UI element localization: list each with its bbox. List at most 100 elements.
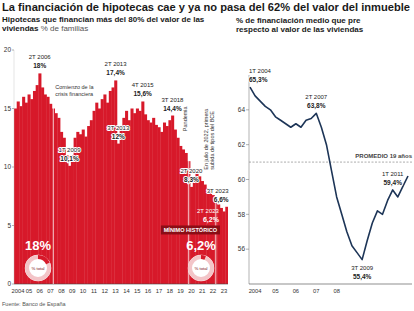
bar [68,166,71,284]
x-tick-label: 14 [123,288,130,294]
y-tick [12,225,14,226]
bar [220,208,223,284]
bar [87,126,90,284]
bar [223,211,226,284]
annotation-value: 15,6% [133,90,152,98]
bar [101,99,104,284]
bar [55,113,58,284]
bar [44,94,47,284]
x-tick-label: 09 [69,288,75,294]
bar [133,113,136,284]
y-tick [246,109,249,110]
headline: La financiación de hipotecas cae y ya no… [2,1,410,13]
bar [84,137,87,284]
event-line [53,99,54,285]
annotation-label: 2T 2006 [29,54,52,60]
bar [117,144,120,284]
y-tick [12,108,14,109]
x-tick-label: 19 [177,288,183,294]
donut-label: 18% [25,238,51,253]
line-group [250,87,408,259]
y-tick [246,144,249,145]
bar [65,155,68,284]
annotation-label: 3T 2009 [351,265,374,271]
y-tick [12,50,14,51]
donut-caption: % total [31,266,44,271]
chart-canvas: La financiación de hipotecas cae y ya no… [0,0,414,311]
x-tick-label: 06 [293,288,299,294]
x-tick-label: 11 [91,288,97,294]
y-tick-label: 62 [238,141,246,148]
bar [109,91,112,284]
bar [19,106,22,284]
y-tick-label: 56 [238,245,246,252]
x-tick-label: 17 [156,288,162,294]
event-label-line: subida de tipos del BCE [209,111,215,170]
bar [141,101,144,284]
bar [128,120,131,284]
page: {"title": "La financiación de hipotecas … [0,0,414,311]
bar [225,207,228,284]
chart-title: % de financiación medio que pre [236,16,361,25]
donut-caption: % total [194,266,207,271]
bar [179,146,182,284]
annotation-label: 1T 2004 [249,68,272,74]
x-tick-label: 2004 [249,288,263,294]
bar [49,104,52,284]
x-tick-label: 21 [199,288,205,294]
donut-ring [27,257,49,279]
bar [166,126,169,284]
event-label: Comienzo de la crisis financiera [55,84,95,97]
bar [122,118,125,284]
source: Fuente: Banco de España [2,301,67,307]
bar [174,130,177,284]
bar [103,94,106,284]
x-tick-label: 23 [221,288,227,294]
bar [14,109,17,285]
annotation-value: 59,4% [383,179,402,187]
annotation-label: 1T 2009 [59,147,82,153]
bar [22,97,25,284]
y-tick [12,167,14,168]
donut-arc [38,257,48,263]
bar [95,103,98,284]
bar [120,126,123,284]
annotation-value: 17,4% [106,69,125,77]
annotation-label: 2T 2020 [180,168,203,174]
bar [47,97,50,284]
bar [130,109,133,285]
x-tick-label: 08 [333,288,339,294]
bar [41,87,44,284]
annotation-value: 65,3% [249,76,268,84]
event-label-line: Pandemia [182,105,188,131]
x-tick-label: 08 [58,288,64,294]
bar [160,132,163,284]
annotation-label: 1T 2011 [382,171,404,177]
bar [98,109,101,285]
donut-base [25,255,51,281]
donut-base [188,255,214,281]
x-tick-label: 07 [313,288,319,294]
bar [147,120,150,284]
annotation-label: 2T 2013 [105,61,128,67]
bar [93,111,96,284]
x-tick-label: 15 [134,288,140,294]
x-axis [14,284,228,285]
bar [125,111,128,284]
bar [177,138,180,284]
event-label: En julio de 2022, primera subida de tipo… [203,107,216,170]
chart-title: Hipotecas que financian más del 80% del … [2,15,204,33]
chart-subtitle: % de familias [41,24,89,33]
bar [25,103,28,284]
donut-label: 6,2% [186,238,216,253]
event-line [188,135,189,284]
bar [82,130,85,284]
x-tick-label: 22 [210,288,216,294]
bar [144,114,147,284]
donut-ring [190,257,212,279]
y-tick-label: 20 [4,46,12,53]
annotation-label: 4T 2015 [132,82,155,88]
annotation-value: 55,4% [353,273,372,281]
annotation-value: 18% [33,62,46,69]
x-tick-label: 10 [80,288,86,294]
